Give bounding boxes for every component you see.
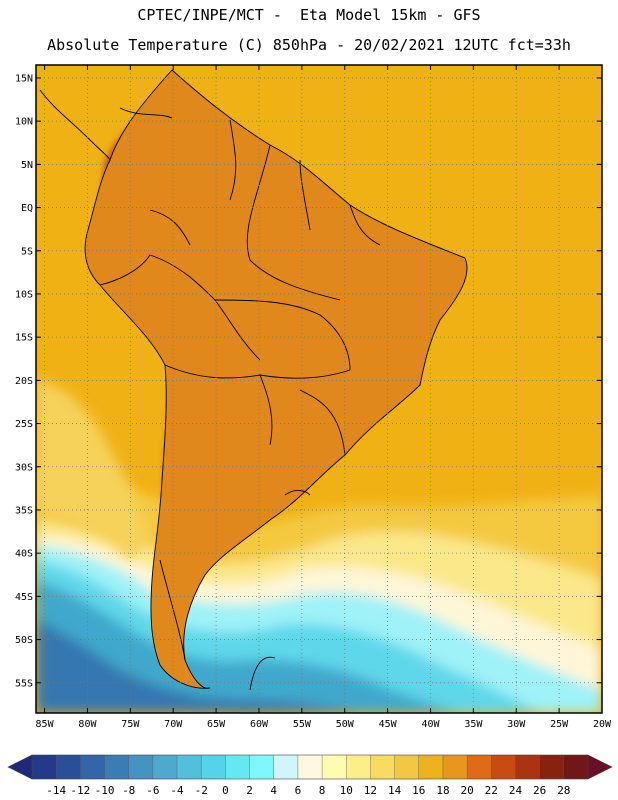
- lat-tick-label: 35S: [15, 505, 33, 516]
- color-bar-swatch: [249, 755, 275, 779]
- lon-tick-label: 30W: [507, 719, 526, 730]
- color-bar-low-arrow: [7, 754, 33, 780]
- color-bar-swatch: [370, 755, 395, 779]
- color-bar-label: -4: [170, 784, 184, 797]
- color-bar-swatch: [467, 755, 492, 779]
- lat-tick-label: 15N: [15, 73, 33, 84]
- color-bar-swatch: [297, 755, 323, 779]
- color-bar-swatch: [491, 755, 516, 779]
- color-bar-swatch: [515, 755, 540, 779]
- lat-tick-label: 40S: [15, 549, 33, 560]
- lon-tick-label: 80W: [78, 719, 97, 730]
- lat-tick-label: 25S: [15, 419, 33, 430]
- color-bar-swatch: [177, 755, 202, 779]
- lon-tick-label: 20W: [593, 719, 612, 730]
- color-bar-label: 20: [461, 784, 474, 797]
- lat-tick-label: 20S: [15, 376, 33, 387]
- color-bar-swatch: [563, 755, 589, 779]
- color-bar-label: -2: [195, 784, 208, 797]
- map-frame: [35, 64, 603, 714]
- color-bar-label: 28: [557, 784, 570, 797]
- color-bar-swatch: [418, 755, 444, 779]
- color-bar-swatch: [273, 755, 299, 779]
- lat-tick-label: 30S: [15, 462, 33, 473]
- color-bar-label: 14: [388, 784, 402, 797]
- color-bar-swatch: [128, 755, 154, 779]
- color-bar-label: 2: [246, 784, 253, 797]
- coastline: [39, 69, 468, 691]
- color-bar-label: -14: [46, 784, 66, 797]
- lat-tick-label: 15S: [15, 333, 33, 344]
- lat-tick-label: 5N: [21, 160, 33, 171]
- color-bar-swatch: [539, 755, 565, 779]
- lon-tick-label: 35W: [464, 719, 483, 730]
- color-bar-swatch: [152, 755, 178, 779]
- lon-tick-label: 25W: [550, 719, 569, 730]
- color-bar-label: -10: [95, 784, 115, 797]
- map-subtitle: Absolute Temperature (C) 850hPa - 20/02/…: [47, 36, 571, 54]
- color-bar-label: 22: [485, 784, 498, 797]
- lon-tick-label: 60W: [250, 719, 269, 730]
- color-bar-label: 8: [319, 784, 326, 797]
- color-bar-swatch: [322, 755, 347, 779]
- lon-tick-label: 40W: [421, 719, 440, 730]
- color-bar-label: 10: [340, 784, 353, 797]
- color-bar-swatch: [32, 755, 57, 779]
- map-title: CPTEC/INPE/MCT - Eta Model 15km - GFS: [137, 6, 481, 24]
- color-bar-label: 26: [533, 784, 546, 797]
- color-bar-swatch: [80, 755, 105, 779]
- color-bar-label: 18: [436, 784, 449, 797]
- lat-tick-label: 50S: [15, 635, 33, 646]
- color-bar-label: 16: [412, 784, 425, 797]
- color-bar-swatch: [225, 755, 250, 779]
- map-axes: 15N 10N 5N EQ 5S 10S 15S 20S 25S 30S 35S 40S 45S 50S 5…: [15, 65, 612, 730]
- color-bar-label: -12: [70, 784, 90, 797]
- color-bar-swatch: [56, 755, 81, 779]
- color-bar-swatch: [346, 755, 371, 779]
- color-bar-label: -8: [122, 784, 135, 797]
- lat-tick-label: EQ: [21, 203, 33, 214]
- color-bar-label: 4: [270, 784, 277, 797]
- lon-tick-label: 55W: [293, 719, 312, 730]
- lon-tick-label: 85W: [36, 719, 55, 730]
- lon-tick-label: 45W: [379, 719, 398, 730]
- lat-tick-label: 10S: [15, 289, 33, 300]
- color-bar-swatch: [442, 755, 468, 779]
- color-bar: -14 -12 -10 -8 -6 -4 -2 0 2 4 6 8 10 12 14 16 18 20 22 24 26…: [7, 754, 613, 797]
- graticule: [36, 65, 602, 713]
- lat-tick-label: 5S: [21, 246, 33, 257]
- lon-tick-label: 65W: [207, 719, 226, 730]
- color-bar-label: 0: [222, 784, 229, 797]
- color-bar-swatch: [201, 755, 226, 779]
- color-bar-swatch: [104, 755, 129, 779]
- color-bar-label: 24: [509, 784, 523, 797]
- lat-tick-label: 55S: [15, 678, 33, 689]
- color-bar-high-arrow: [587, 754, 613, 780]
- lat-tick-label: 10N: [15, 117, 33, 128]
- lat-tick-label: 45S: [15, 592, 33, 603]
- color-bar-label: -6: [146, 784, 159, 797]
- lon-tick-label: 75W: [121, 719, 140, 730]
- color-bar-swatch: [394, 755, 420, 779]
- lon-tick-label: 50W: [336, 719, 355, 730]
- color-bar-label: 6: [295, 784, 302, 797]
- lon-tick-label: 70W: [164, 719, 183, 730]
- color-bar-label: 12: [364, 784, 377, 797]
